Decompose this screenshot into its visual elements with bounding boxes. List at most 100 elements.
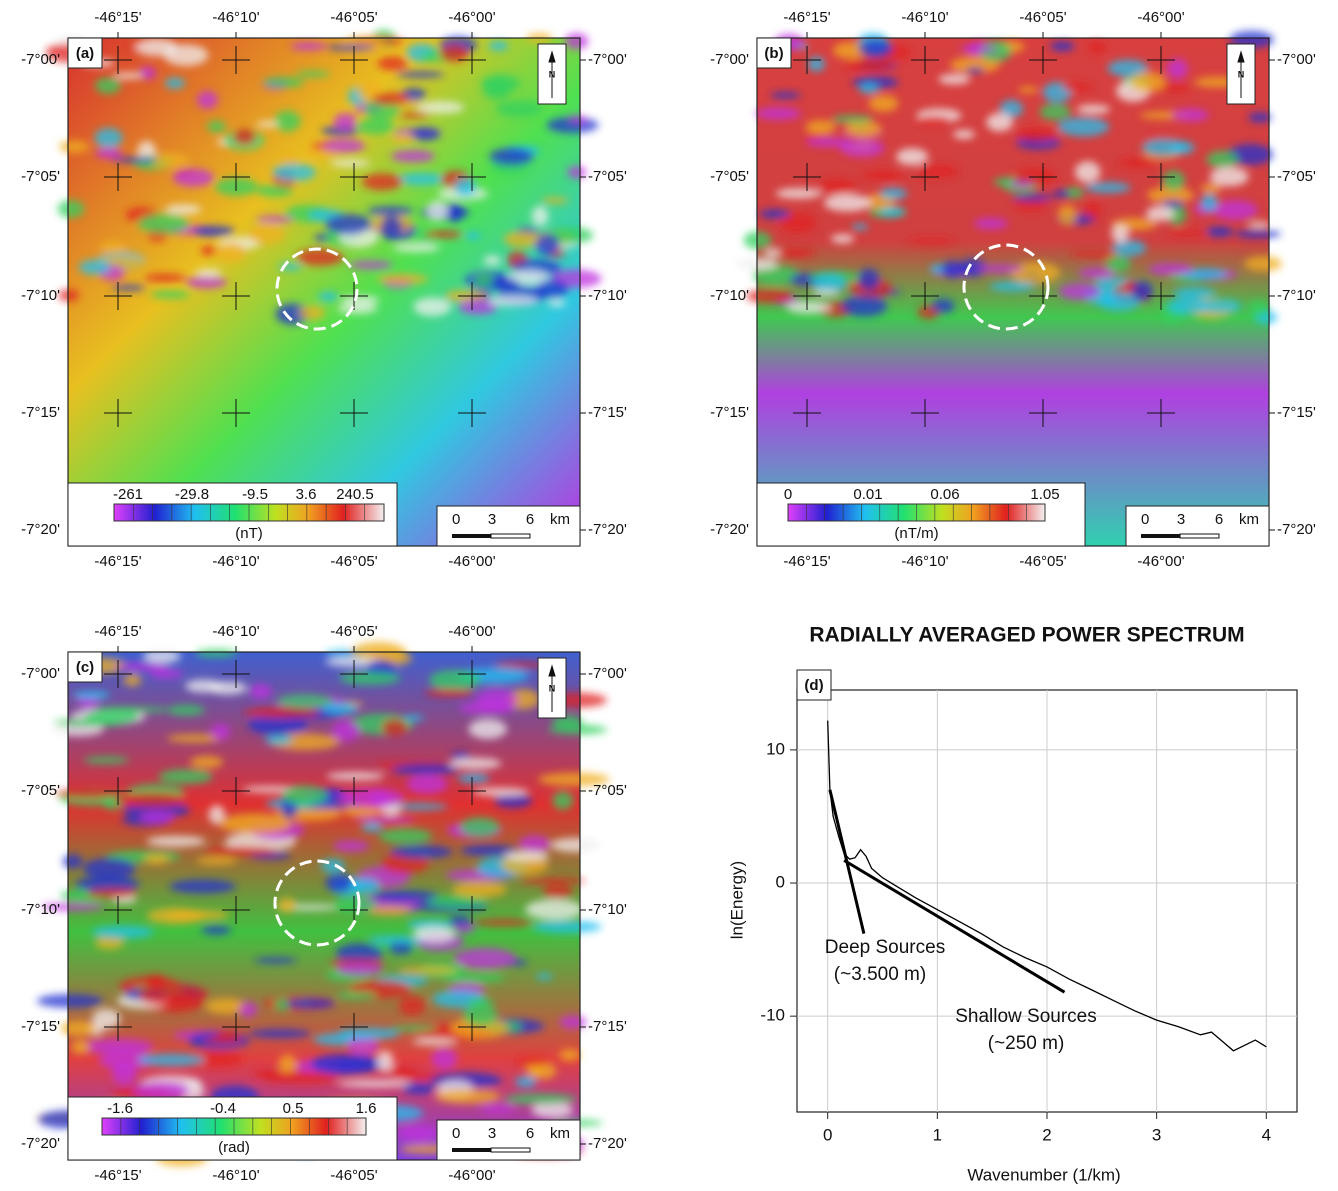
- scale-label: 0: [452, 511, 460, 528]
- anomaly: [139, 810, 176, 824]
- anomaly: [467, 998, 495, 1008]
- y-tick-label: 10: [766, 739, 785, 758]
- anomaly: [755, 107, 802, 120]
- scale-bar-black: [1141, 534, 1180, 538]
- anomaly: [535, 233, 560, 256]
- anomaly: [243, 706, 320, 719]
- anomaly: [194, 268, 222, 277]
- anomaly: [169, 879, 236, 894]
- anomaly: [805, 120, 836, 135]
- anomaly: [193, 225, 235, 237]
- lat-label: -7°20': [1277, 521, 1316, 538]
- anomaly: [83, 756, 130, 764]
- anomaly: [807, 56, 825, 72]
- lat-label: -7°20': [21, 521, 60, 538]
- anomaly: [114, 792, 189, 807]
- anomaly: [132, 1081, 190, 1099]
- anomaly: [1244, 256, 1282, 272]
- anomaly: [1167, 297, 1208, 315]
- north-label: N: [549, 69, 556, 79]
- colorbar-unit: (nT/m): [894, 525, 938, 542]
- anomaly: [248, 713, 308, 736]
- anomaly: [390, 133, 416, 144]
- anomaly: [203, 846, 280, 856]
- anomaly: [862, 170, 905, 181]
- anomaly: [831, 115, 874, 124]
- lat-label: -7°00': [588, 665, 627, 682]
- anomaly: [434, 1089, 501, 1104]
- lat-label: -7°05': [710, 168, 749, 185]
- grid-cross: [222, 282, 250, 310]
- lat-label: -7°15': [1277, 404, 1316, 421]
- grid-cross: [911, 399, 939, 427]
- anomaly: [409, 127, 441, 141]
- anomaly: [1062, 82, 1094, 92]
- anomaly: [1088, 40, 1107, 55]
- anomaly: [339, 671, 401, 685]
- anomaly: [1077, 267, 1116, 279]
- anomaly: [137, 1053, 206, 1067]
- colorbar-label: 1.6: [356, 1100, 377, 1117]
- lon-label: -46°15': [94, 623, 141, 640]
- anomaly: [489, 277, 520, 290]
- anomaly: [333, 112, 357, 131]
- scale-box: [1125, 505, 1270, 547]
- grid-cross: [340, 399, 368, 427]
- x-tick-label: 3: [1152, 1125, 1161, 1144]
- anomaly: [458, 299, 499, 315]
- anomaly: [325, 44, 376, 51]
- anomaly: [398, 966, 458, 974]
- anomaly: [84, 708, 140, 725]
- anomaly: [1248, 112, 1272, 123]
- anomaly: [1018, 86, 1039, 93]
- anomaly: [204, 1036, 243, 1044]
- anomaly: [232, 128, 257, 146]
- anomaly: [1014, 128, 1060, 142]
- colorbar-label: 0.06: [930, 486, 959, 503]
- anomaly: [207, 120, 226, 133]
- anomaly: [1247, 221, 1271, 228]
- scale-label: 0: [1141, 511, 1149, 528]
- anomaly: [547, 226, 594, 244]
- anomaly: [1057, 204, 1077, 226]
- map-texture: [45, 29, 602, 325]
- anomaly: [776, 247, 815, 259]
- lon-label: -46°10': [901, 9, 948, 26]
- lat-label: -7°05': [588, 168, 627, 185]
- anomaly: [94, 127, 123, 149]
- anomaly: [354, 816, 416, 824]
- crater-outline: [275, 247, 359, 331]
- panel-label: (a): [76, 45, 94, 62]
- anomaly: [248, 1028, 312, 1039]
- grid-cross: [340, 163, 368, 191]
- anomaly: [453, 948, 516, 970]
- anomaly: [460, 844, 518, 857]
- anomaly: [468, 719, 507, 739]
- anomaly: [1197, 299, 1242, 314]
- anomaly: [73, 690, 110, 700]
- anomaly: [841, 295, 888, 317]
- anomaly: [296, 248, 344, 266]
- anomaly: [931, 298, 955, 313]
- colorbar-label: 0: [784, 486, 792, 503]
- anomaly: [389, 845, 453, 859]
- anomaly: [1008, 180, 1035, 188]
- anomaly: [367, 206, 413, 217]
- anomaly: [879, 206, 905, 217]
- anomaly: [388, 942, 414, 955]
- colorbar-label: -261: [113, 486, 143, 503]
- north-arrow: [548, 664, 556, 712]
- anomaly: [1148, 263, 1194, 276]
- anomaly: [812, 273, 847, 294]
- anomaly: [1058, 283, 1101, 300]
- anomaly: [403, 714, 425, 721]
- anomaly: [1131, 280, 1153, 301]
- anomaly: [111, 1062, 137, 1085]
- spectrum-line: [827, 720, 1267, 1052]
- anomaly: [57, 199, 85, 219]
- anomaly: [448, 757, 502, 770]
- anomaly: [938, 73, 971, 85]
- anomaly: [185, 679, 223, 693]
- anomaly: [134, 38, 179, 57]
- anomaly: [58, 289, 80, 302]
